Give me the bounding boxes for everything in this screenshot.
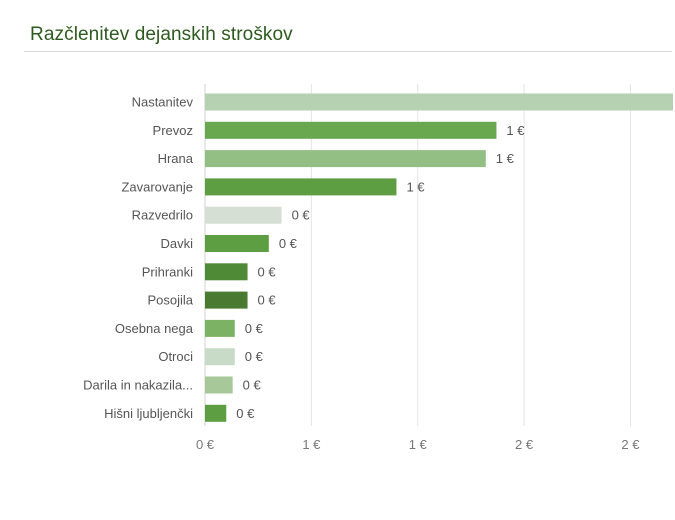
data-label: 1 € (496, 151, 515, 166)
bar[interactable] (205, 206, 282, 224)
x-tick-label: 1 € (302, 437, 321, 452)
bar[interactable] (205, 150, 486, 168)
x-tick-label: 2 € (515, 437, 534, 452)
bars (205, 93, 673, 422)
title-divider (24, 51, 672, 52)
data-label: 0 € (258, 293, 277, 308)
data-label: 1 € (406, 179, 425, 194)
category-label: Posojila (147, 293, 193, 308)
bar[interactable] (205, 235, 269, 252)
bar[interactable] (205, 376, 233, 394)
category-label: Razvedrilo (132, 208, 193, 223)
data-label: 1 € (506, 123, 525, 138)
bar[interactable] (205, 178, 397, 196)
data-label: 0 € (258, 264, 277, 279)
category-label: Prihranki (142, 264, 193, 279)
bar[interactable] (205, 291, 248, 309)
chart-title: Razčlenitev dejanskih stroškov (30, 24, 293, 45)
data-label: 0 € (243, 378, 262, 393)
bar[interactable] (205, 348, 235, 366)
data-label: 0 € (279, 236, 298, 251)
bar[interactable] (205, 319, 235, 337)
category-label: Darila in nakazila... (83, 378, 193, 393)
category-label: Zavarovanje (121, 179, 193, 194)
x-tick-label: 2 € (621, 437, 640, 452)
category-label: Davki (160, 236, 193, 251)
data-label: 0 € (245, 349, 264, 364)
data-label: 0 € (292, 208, 311, 223)
bar[interactable] (205, 263, 248, 281)
category-label: Prevoz (153, 123, 193, 138)
category-label: Nastanitev (132, 95, 194, 110)
category-label: Osebna nega (115, 321, 194, 336)
category-label: Hišni ljubljenčki (104, 406, 193, 421)
category-label: Hrana (158, 151, 194, 166)
category-labels: Nastanitev Prevoz Hrana Zavarovanje Razvedri… (83, 95, 194, 421)
data-label: 0 € (245, 321, 264, 336)
x-axis-ticks: 0 € 1 € 1 € 2 € 2 € (196, 437, 640, 452)
gridlines (204, 84, 631, 426)
x-tick-label: 0 € (196, 437, 215, 452)
bar[interactable] (205, 121, 497, 139)
bar[interactable] (205, 93, 673, 111)
category-label: Otroci (158, 349, 193, 364)
x-tick-label: 1 € (409, 437, 428, 452)
data-label: 0 € (236, 406, 255, 421)
bar[interactable] (205, 404, 227, 422)
value-labels: 1 €1 €1 €0 €0 €0 €0 €0 €0 €0 €0 € (236, 123, 525, 421)
